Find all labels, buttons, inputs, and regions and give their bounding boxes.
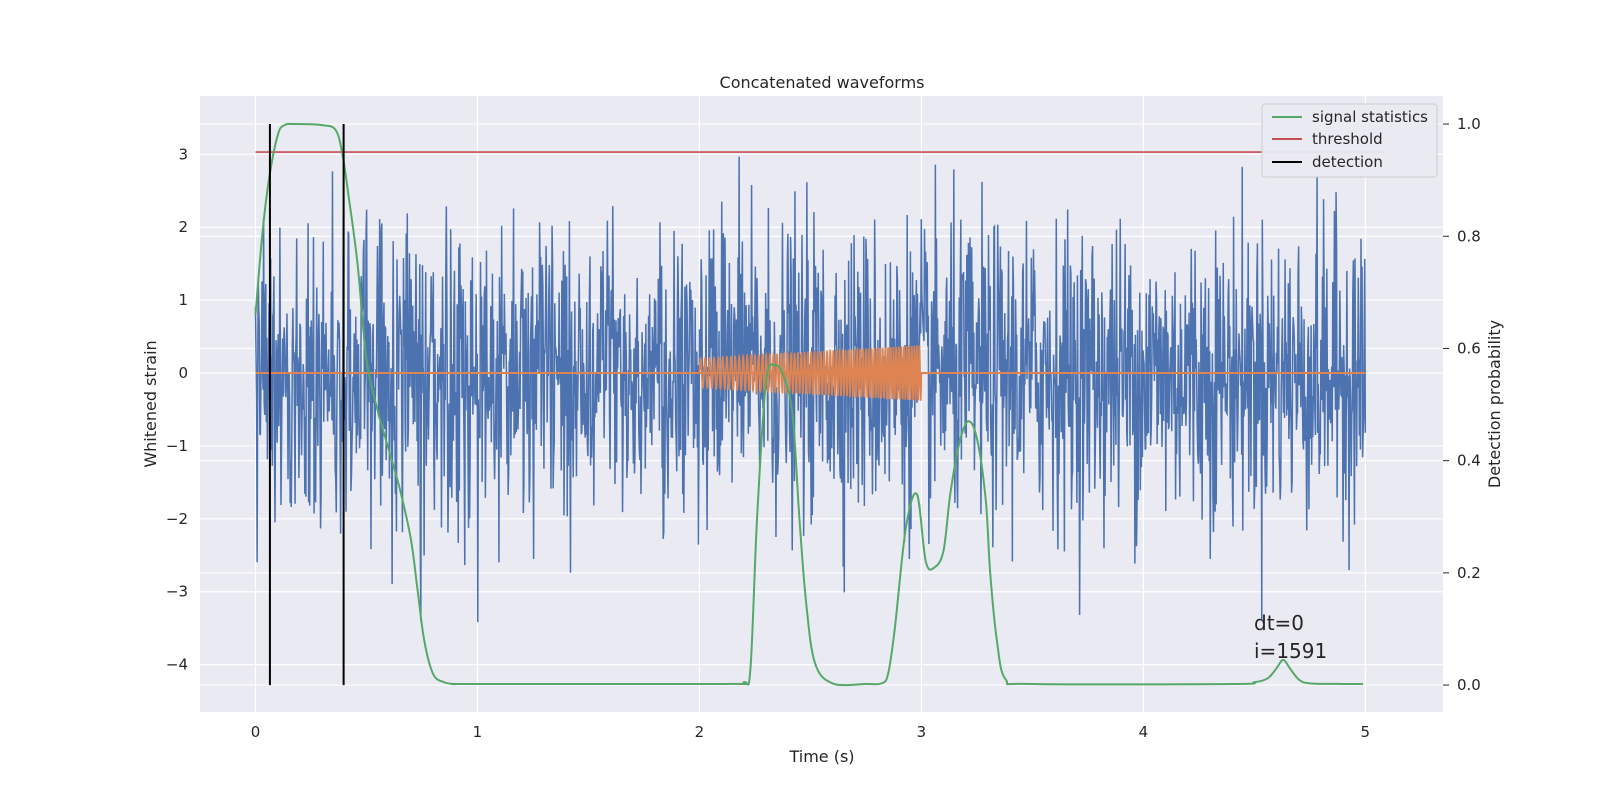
ticks-layer: 0 1 2 3 4 5 −4 −3 −2 −1 0 1 2 3 0.0 0.2 0.4 0.6 0.8 1.0 (166, 115, 1481, 741)
y-tick-label: 2 (178, 218, 188, 236)
whitened-strain-series (254, 156, 1367, 623)
signal-statistics-series (254, 122, 1364, 687)
y-tick-label: −3 (166, 583, 188, 601)
injected-chirp-series (698, 345, 923, 401)
legend-label-signal-statistics: signal statistics (1312, 108, 1428, 126)
x-tick-label: 2 (695, 723, 705, 741)
y-tick-label: −1 (166, 437, 188, 455)
y2-tick-label: 0.0 (1457, 676, 1481, 694)
x-tick-label: 5 (1361, 723, 1371, 741)
legend: signal statistics threshold detection (1261, 103, 1438, 178)
legend-label-detection: detection (1312, 153, 1383, 171)
series-layer (254, 122, 1388, 687)
y2-tick-label: 1.0 (1457, 115, 1481, 133)
chart-title: Concatenated waveforms (720, 73, 925, 92)
legend-box (1261, 103, 1438, 178)
x-tick-label: 4 (1139, 723, 1149, 741)
y-axis-label: Whitened strain (141, 340, 160, 467)
x-axis-label: Time (s) (788, 747, 854, 766)
y-tick-label: −2 (166, 510, 188, 528)
legend-label-threshold: threshold (1312, 130, 1383, 148)
x-tick-label: 1 (473, 723, 483, 741)
y2-tick-label: 0.4 (1457, 452, 1481, 470)
y-tick-label: 0 (178, 364, 188, 382)
y2-tick-label: 0.2 (1457, 564, 1481, 582)
y2-tick-label: 0.8 (1457, 227, 1481, 245)
annotation-index: i=1591 (1254, 639, 1327, 663)
y-tick-label: 3 (178, 145, 188, 163)
y-tick-label: −4 (166, 656, 188, 674)
y-tick-label: 1 (178, 291, 188, 309)
y2-tick-label: 0.6 (1457, 339, 1481, 357)
x-tick-label: 0 (251, 723, 261, 741)
x-tick-label: 3 (917, 723, 927, 741)
y2-axis-label: Detection probability (1485, 320, 1504, 488)
annotation-dt: dt=0 (1254, 611, 1304, 635)
